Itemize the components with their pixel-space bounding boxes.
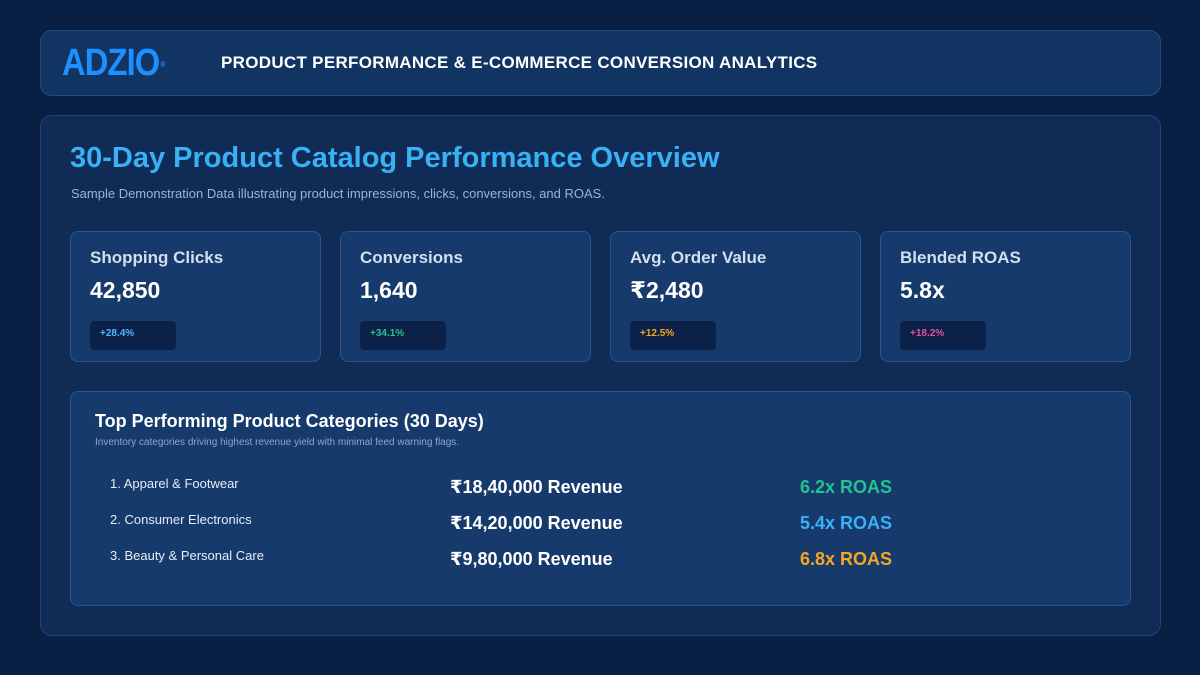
kpi-value: 5.8x [900,277,945,303]
page-title: 30-Day Product Catalog Performance Overv… [70,142,720,174]
categories-subtitle: Inventory categories driving highest rev… [95,437,460,448]
kpi-label: Shopping Clicks [90,248,224,267]
kpi-card-blended-roas[interactable]: Blended ROAS 5.8x +18.2% [880,231,1131,362]
category-name: 1. Apparel & Footwear [110,476,239,491]
top-categories-panel: Top Performing Product Categories (30 Da… [70,391,1131,606]
kpi-change-badge: +34.1% [360,321,446,350]
kpi-label: Blended ROAS [900,248,1021,267]
page-subtitle: Sample Demonstration Data illustrating p… [71,186,605,201]
category-roas: 6.8x ROAS [800,549,893,569]
kpi-card-shopping-clicks[interactable]: Shopping Clicks 42,850 +28.4% [70,231,321,362]
kpi-value: 1,640 [360,277,418,303]
category-name: 2. Consumer Electronics [110,512,252,527]
brand-logo[interactable]: ADZIO® [62,42,165,84]
category-row[interactable]: 3. Beauty & Personal Care ₹9,80,000 Reve… [71,548,1130,578]
category-name: 3. Beauty & Personal Care [110,548,264,563]
registered-mark: ® [160,60,165,69]
kpi-change-badge: +12.5% [630,321,716,350]
kpi-value: 42,850 [90,277,161,303]
kpi-card-avg-order-value[interactable]: Avg. Order Value ₹2,480 +12.5% [610,231,861,362]
category-revenue: ₹18,40,000 Revenue [450,477,623,497]
category-roas: 5.4x ROAS [800,513,893,533]
categories-title: Top Performing Product Categories (30 Da… [95,411,484,431]
kpi-change-badge: +28.4% [90,321,176,350]
category-revenue: ₹9,80,000 Revenue [450,549,613,569]
category-roas: 6.2x ROAS [800,477,893,497]
kpi-value: ₹2,480 [630,277,704,303]
header-title: PRODUCT PERFORMANCE & E-COMMERCE CONVERS… [221,53,818,72]
main-panel: 30-Day Product Catalog Performance Overv… [40,115,1161,636]
kpi-label: Avg. Order Value [630,248,767,267]
header-bar: ADZIO® PRODUCT PERFORMANCE & E-COMMERCE … [40,30,1161,96]
kpi-card-conversions[interactable]: Conversions 1,640 +34.1% [340,231,591,362]
category-row[interactable]: 1. Apparel & Footwear ₹18,40,000 Revenue… [71,476,1130,506]
kpi-change-badge: +18.2% [900,321,986,350]
category-revenue: ₹14,20,000 Revenue [450,513,623,533]
logo-text: ADZIO [62,42,160,84]
kpi-label: Conversions [360,248,463,267]
category-row[interactable]: 2. Consumer Electronics ₹14,20,000 Reven… [71,512,1130,542]
